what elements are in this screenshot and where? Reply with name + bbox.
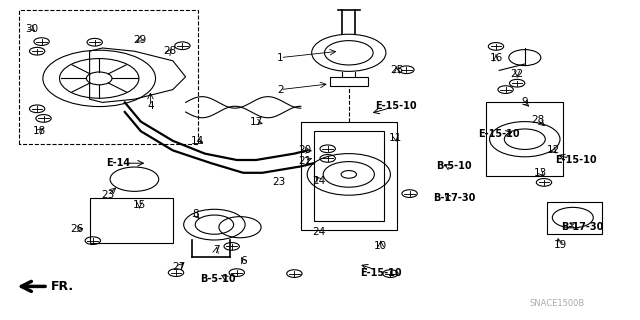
Text: 14: 14 — [191, 136, 204, 146]
Text: 1: 1 — [277, 52, 284, 63]
Text: E-15-10: E-15-10 — [360, 268, 402, 278]
Text: 17: 17 — [250, 116, 262, 127]
Text: 28: 28 — [531, 115, 544, 125]
Text: 11: 11 — [389, 132, 402, 143]
Text: E-15-10: E-15-10 — [374, 100, 417, 111]
Text: 12: 12 — [547, 145, 560, 156]
Text: 30: 30 — [26, 24, 38, 34]
Text: 8: 8 — [192, 209, 198, 220]
Text: 27: 27 — [173, 262, 186, 272]
Text: 19: 19 — [554, 240, 566, 250]
Text: B-17-30: B-17-30 — [433, 193, 476, 204]
Text: SNACE1500B: SNACE1500B — [529, 300, 584, 308]
Text: E-15-10: E-15-10 — [478, 129, 520, 140]
Text: 10: 10 — [374, 241, 387, 252]
Text: E-14: E-14 — [106, 158, 131, 168]
Text: 21: 21 — [298, 156, 311, 166]
Text: FR.: FR. — [51, 280, 74, 293]
Text: E-15-10: E-15-10 — [555, 155, 597, 165]
Text: B-5-10: B-5-10 — [436, 161, 472, 172]
Text: 22: 22 — [511, 69, 524, 79]
Text: 26: 26 — [70, 224, 83, 234]
Text: 28: 28 — [163, 46, 176, 56]
Text: 20: 20 — [298, 145, 311, 156]
Text: 2: 2 — [277, 84, 284, 95]
Text: 7: 7 — [213, 244, 220, 255]
Text: 4: 4 — [147, 100, 154, 111]
Text: 23: 23 — [101, 190, 114, 200]
Text: 24: 24 — [313, 227, 326, 237]
Text: 24: 24 — [313, 176, 326, 186]
Text: 29: 29 — [133, 35, 146, 45]
Text: B-17-30: B-17-30 — [561, 222, 604, 232]
Text: 25: 25 — [390, 65, 403, 75]
Text: 6: 6 — [240, 256, 246, 266]
Text: 15: 15 — [133, 200, 146, 210]
Text: 9: 9 — [522, 97, 528, 108]
Text: 23: 23 — [272, 177, 285, 188]
Text: B-5-10: B-5-10 — [200, 274, 236, 284]
Text: 16: 16 — [490, 52, 502, 63]
Text: 13: 13 — [534, 168, 547, 178]
Text: 18: 18 — [33, 126, 46, 136]
